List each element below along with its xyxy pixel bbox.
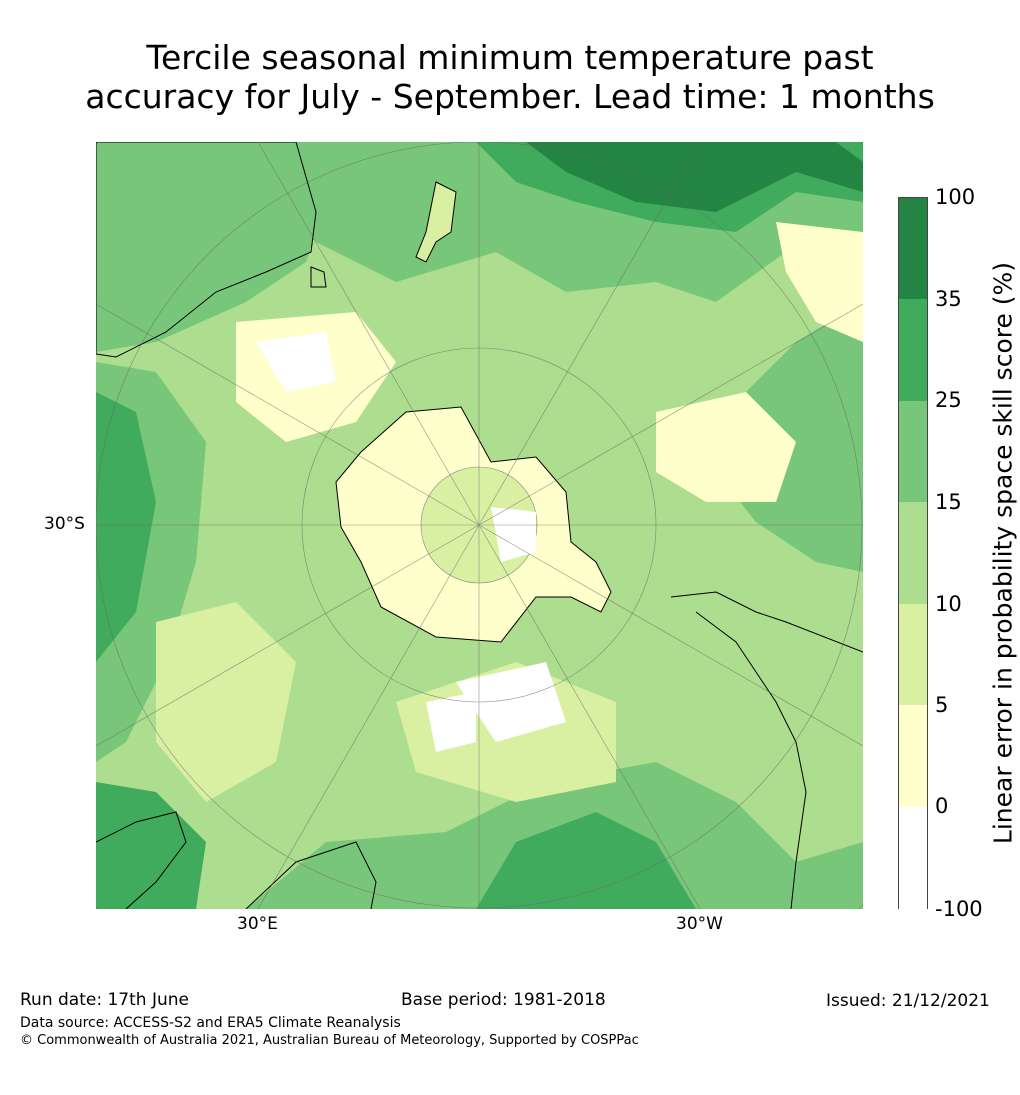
colorbar-label-text: Linear error in probability space skill … xyxy=(988,261,1018,845)
skill-region-zero-southwest xyxy=(426,692,476,752)
run-date: Run date: 17th June xyxy=(20,990,189,1010)
skill-region-pale-northeast xyxy=(776,222,863,342)
colorbar-tick-0: 0 xyxy=(935,794,949,818)
australia-coast xyxy=(96,142,317,358)
new-zealand-coast xyxy=(415,181,457,263)
skill-region-left-dark xyxy=(96,392,156,662)
skill-region-bottomleft xyxy=(96,782,206,909)
colorbar-tick-5: 5 xyxy=(935,693,949,717)
colorbar-tick-10: 10 xyxy=(935,592,962,616)
colorbar-segment-neg100-0 xyxy=(899,807,927,910)
colorbar-tick-100: 100 xyxy=(935,185,976,209)
skill-region-topleft xyxy=(96,142,326,352)
colorbar xyxy=(898,197,928,910)
meridian-240 xyxy=(478,303,863,526)
colorbar-segment-5-10 xyxy=(899,604,927,705)
skill-region-top-darkest xyxy=(526,142,863,212)
skill-region-pale-southwest xyxy=(156,602,296,802)
graticule xyxy=(96,142,863,909)
colorbar-segment-35-100 xyxy=(899,198,927,299)
title-line-2: accuracy for July - September. Lead time… xyxy=(85,77,935,116)
skill-region-zero-west xyxy=(256,332,336,392)
colorbar-tick-15: 15 xyxy=(935,490,962,514)
longitude-label-right: 30°W xyxy=(676,914,723,934)
copyright-notice: © Commonwealth of Australia 2021, Austra… xyxy=(20,1033,639,1048)
skill-region-pale-east xyxy=(656,392,796,502)
polar-skill-map xyxy=(96,142,863,909)
issued-date: Issued: 21/12/2021 xyxy=(826,991,990,1011)
map-title: Tercile seasonal minimum temperature pas… xyxy=(0,38,1020,116)
colorbar-segment-15-25 xyxy=(899,401,927,502)
latitude-label: 30°S xyxy=(44,514,85,534)
meridian-120 xyxy=(96,303,480,526)
south-america-coast xyxy=(670,591,863,909)
meridian-210 xyxy=(478,142,701,526)
meridian-150 xyxy=(257,142,480,526)
tasmania-coast xyxy=(310,266,327,288)
skill-region-bottom-dark xyxy=(476,812,696,909)
colorbar-tick-neg100: -100 xyxy=(935,897,983,921)
africa-coast xyxy=(96,811,377,909)
colorbar-tick-25: 25 xyxy=(935,388,962,412)
colorbar-segment-25-35 xyxy=(899,299,927,401)
colorbar-segment-10-15 xyxy=(899,502,927,604)
meridian-60 xyxy=(96,524,480,747)
base-period: Base period: 1981-2018 xyxy=(401,990,606,1010)
skill-region-zero-south xyxy=(456,662,566,742)
meridian-300 xyxy=(478,524,863,747)
meridian-30 xyxy=(257,524,480,909)
meridian-330 xyxy=(478,524,701,909)
colorbar-segment-0-5 xyxy=(899,705,927,807)
data-source: Data source: ACCESS-S2 and ERA5 Climate … xyxy=(20,1015,401,1031)
title-line-1: Tercile seasonal minimum temperature pas… xyxy=(146,38,874,77)
longitude-label-left: 30°E xyxy=(237,914,278,934)
pole-zero-patch xyxy=(491,507,536,562)
colorbar-tick-35: 35 xyxy=(935,287,962,311)
